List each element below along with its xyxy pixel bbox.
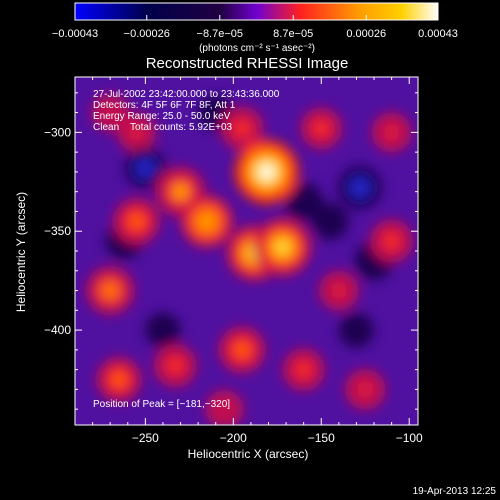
y-axis-label: Heliocentric Y (arcsec): [14, 192, 28, 312]
heatmap-cell: [134, 156, 157, 180]
heatmap-cell: [114, 374, 124, 385]
heatmap-cell: [206, 103, 226, 123]
colorbar-tick-label: −0.00026: [124, 28, 170, 40]
heatmap-cell: [320, 211, 341, 232]
heatmap-cell: [175, 186, 187, 198]
x-tick-label: −200: [220, 431, 247, 445]
heatmap-cell: [299, 364, 309, 375]
heatmap-cell: [276, 240, 289, 254]
annotations: 27-Jul-2002 23:42:00.000 to 23:43:36.000…: [93, 89, 280, 410]
heatmap-cell: [170, 360, 180, 371]
heatmap-cell: [316, 123, 326, 133]
colorbar-tick-label: −0.00043: [52, 28, 98, 40]
heatmap-cell: [106, 108, 115, 117]
heatmap-cell: [132, 128, 141, 137]
heatmap-cell: [220, 404, 229, 414]
annotation-detectors: Detectors: 4F 5F 6F 7F 8F, Att 1: [93, 100, 236, 111]
peak-position-label: Position of Peak = [−181,−320]: [93, 399, 230, 410]
annotation-energy: Energy Range: 25.0 - 50.0 keV: [93, 111, 231, 122]
heatmap-cell: [386, 236, 397, 246]
heatmap-blobs: [86, 93, 414, 425]
heatmap-cell: [201, 215, 213, 228]
colorbar-ticks: −0.00043 −0.00026 −8.7e−05 8.7e−05 0.00026 0.…: [52, 15, 458, 40]
heatmap-cell: [334, 286, 344, 295]
colorbar-tick-label: 0.00026: [346, 28, 386, 40]
y-tick-label: −400: [44, 323, 71, 337]
timestamp: 19-Apr-2013 12:25: [413, 486, 497, 497]
heatmap-cell: [346, 320, 366, 340]
colorbar-tick-label: −8.7e−05: [197, 28, 244, 40]
colorbar-tick-label: 0.00043: [418, 28, 458, 40]
x-tick-label: −100: [396, 431, 423, 445]
annotation-time: 27-Jul-2002 23:42:00.000 to 23:43:36.000: [93, 89, 280, 100]
heatmap-area: [75, 77, 418, 425]
x-axis-label: Heliocentric X (arcsec): [188, 447, 309, 461]
annotation-clean: Clean Total counts: 5.92E+03: [93, 122, 233, 133]
heatmap-cell: [153, 320, 173, 340]
heatmap-cell: [131, 216, 142, 227]
heatmap-cell: [360, 384, 370, 394]
y-tick-label: −300: [44, 125, 71, 139]
x-tick-label: −150: [308, 431, 335, 445]
colorbar: [74, 2, 439, 21]
heatmap-cell: [348, 175, 372, 200]
heatmap-cell: [259, 164, 274, 179]
heatmap-cell: [293, 191, 315, 213]
heatmap-cell: [387, 127, 396, 137]
heatmap-cell: [236, 344, 248, 355]
colorbar-tick-label: 8.7e−05: [273, 28, 313, 40]
y-tick-label: −350: [44, 224, 71, 238]
chart-title: Reconstructed RHESSI Image: [146, 55, 349, 72]
heatmap-cell: [104, 285, 116, 296]
axis-ticks: −250 −200 −150 −100 −300 −350 −400: [44, 77, 423, 445]
colorbar-unit-label: (photons cm⁻² s⁻¹ asec⁻²): [199, 43, 315, 54]
heatmap-cell: [237, 123, 247, 134]
x-tick-label: −250: [132, 431, 159, 445]
